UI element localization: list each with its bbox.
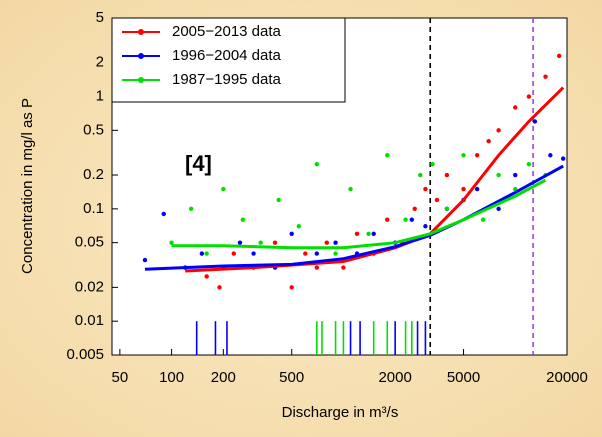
y-axis-label: Concentration in mg/l as P — [19, 98, 36, 274]
point — [486, 139, 491, 144]
y-tick-label: 0.02 — [75, 278, 104, 295]
point — [366, 231, 371, 236]
point — [434, 197, 440, 203]
point — [423, 224, 428, 229]
legend-marker — [138, 29, 144, 35]
legend-marker — [138, 53, 144, 59]
point — [444, 206, 450, 212]
point — [199, 251, 205, 256]
point — [513, 172, 518, 178]
point — [251, 251, 256, 256]
point — [461, 153, 466, 158]
point — [444, 172, 450, 178]
annotation: [4] — [185, 151, 212, 176]
point — [314, 161, 320, 167]
point — [289, 231, 294, 236]
point — [418, 172, 423, 178]
x-tick-label: 50 — [112, 369, 129, 386]
point — [204, 274, 209, 279]
point — [231, 251, 236, 256]
point — [560, 156, 566, 161]
point — [513, 105, 518, 110]
point — [314, 251, 320, 256]
legend-label: 2005−2013 data — [172, 23, 282, 40]
point — [333, 251, 338, 256]
x-tick-label: 200 — [211, 369, 236, 386]
x-tick-label: 20000 — [546, 369, 588, 386]
point — [409, 217, 415, 222]
y-tick-label: 5 — [96, 9, 104, 26]
point — [371, 231, 376, 236]
x-tick-label: 2000 — [378, 369, 411, 386]
point — [276, 197, 281, 203]
point — [289, 285, 294, 290]
point — [412, 206, 417, 212]
point — [333, 240, 338, 245]
point — [496, 206, 501, 212]
point — [240, 217, 246, 222]
point — [496, 128, 501, 133]
point — [237, 240, 243, 245]
point — [430, 161, 435, 167]
point — [348, 186, 353, 192]
point — [354, 231, 360, 236]
point — [296, 224, 302, 229]
x-tick-label: 500 — [279, 369, 304, 386]
y-tick-label: 2 — [96, 54, 104, 71]
y-tick-label: 0.1 — [83, 200, 104, 217]
point — [556, 53, 562, 59]
y-tick-label: 0.2 — [83, 166, 104, 183]
point — [423, 186, 428, 192]
point — [461, 186, 466, 192]
point — [532, 119, 538, 124]
x-axis-label: Discharge in m³/s — [282, 404, 399, 421]
point — [474, 153, 480, 158]
legend-marker — [138, 77, 144, 83]
point — [543, 74, 548, 79]
point — [526, 161, 532, 167]
y-tick-label: 0.5 — [83, 121, 104, 138]
point — [258, 240, 263, 245]
point — [142, 257, 148, 263]
point — [221, 186, 226, 192]
point — [188, 206, 194, 212]
point — [169, 240, 174, 245]
y-tick-label: 0.05 — [75, 234, 104, 251]
point — [341, 265, 346, 270]
x-tick-label: 5000 — [447, 369, 480, 386]
point — [204, 251, 209, 256]
point — [496, 172, 501, 178]
point — [548, 153, 553, 158]
fit-line — [144, 164, 564, 271]
point — [385, 217, 390, 222]
legend-label: 1996−2004 data — [172, 47, 282, 64]
y-tick-label: 0.005 — [66, 346, 104, 363]
point — [303, 251, 308, 256]
y-tick-label: 0.01 — [75, 312, 104, 329]
point — [474, 186, 480, 192]
point — [480, 217, 486, 222]
fit-line — [171, 178, 547, 250]
point — [314, 265, 320, 270]
point — [385, 153, 390, 158]
y-tick-label: 1 — [96, 87, 104, 104]
x-tick-label: 100 — [159, 369, 184, 386]
point — [324, 240, 329, 245]
point — [272, 240, 278, 245]
point — [161, 211, 166, 217]
point — [526, 94, 532, 99]
point — [403, 217, 408, 222]
legend-label: 1987−1995 data — [172, 71, 282, 88]
point — [217, 285, 222, 290]
